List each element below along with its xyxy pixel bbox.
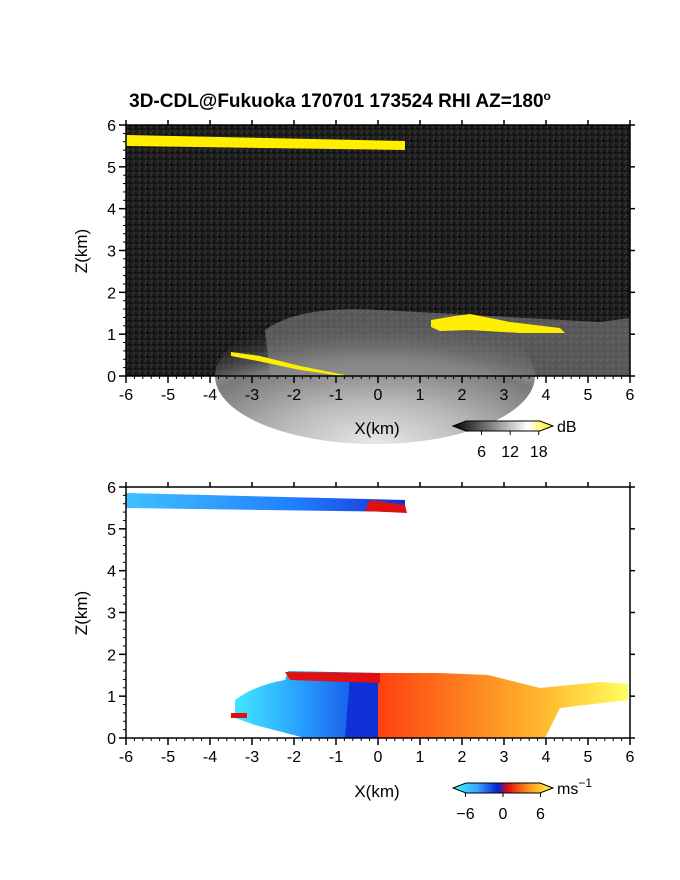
y-axis-label: Z(km): [72, 229, 91, 273]
x-tick-label: 6: [626, 749, 635, 766]
x-tick-label: -4: [203, 749, 217, 766]
colorbar-tick-label: −6: [456, 806, 474, 823]
surface-echo-streak: [231, 352, 345, 376]
x-tick-label: 0: [374, 387, 383, 404]
colorbar-unit-2: ms−1: [557, 776, 592, 798]
x-tick-label: 2: [458, 749, 467, 766]
colorbar-bar: [451, 420, 555, 432]
colorbar-tick-label: 6: [477, 444, 486, 461]
x-tick-label: -5: [161, 387, 175, 404]
y-tick-label: 0: [107, 369, 116, 386]
positive-velocity-region: [378, 673, 628, 738]
x-tick-label: 5: [584, 387, 593, 404]
x-tick-label: -6: [119, 387, 133, 404]
x-tick-label: -6: [119, 749, 133, 766]
y-tick-label: 1: [107, 689, 116, 706]
x-tick-label: -2: [287, 387, 301, 404]
x-axis-label: X(km): [354, 419, 399, 438]
x-tick-label: -2: [287, 749, 301, 766]
x-tick-label: -3: [245, 387, 259, 404]
y-tick-label: 5: [107, 160, 116, 177]
y-tick-label: 2: [107, 285, 116, 302]
y-tick-label: 6: [107, 480, 116, 497]
x-tick-label: -5: [161, 749, 175, 766]
x-tick-label: -1: [329, 749, 343, 766]
y-axis-label-2: Z(km): [72, 591, 91, 635]
x-tick-label: -1: [329, 387, 343, 404]
x-tick-label: -3: [245, 749, 259, 766]
y-tick-label: 5: [107, 522, 116, 539]
negative-velocity-region: [235, 671, 378, 738]
near-zero-negative: [345, 673, 378, 738]
shear-patch: [231, 713, 247, 718]
x-tick-label: 0: [374, 749, 383, 766]
reflectivity-colorbar: 6 12 18 dB: [451, 419, 577, 461]
chart-title: 3D-CDL@Fukuoka 170701 173524 RHI AZ=180o: [129, 89, 551, 112]
y-tick-label: 4: [107, 564, 116, 581]
colorbar-tick-label: 18: [530, 444, 548, 461]
x-tick-label: 1: [416, 387, 425, 404]
velocity-colorbar: −6 0 6 ms−1: [451, 776, 592, 823]
x-tick-label: 5: [584, 749, 593, 766]
x-tick-label: 3: [500, 749, 509, 766]
y-tick-label: 4: [107, 202, 116, 219]
x-tick-label: 3: [500, 387, 509, 404]
upper-layer-positive: [365, 500, 407, 513]
x-tick-label: 2: [458, 387, 467, 404]
colorbar-unit: dB: [557, 419, 577, 436]
y-tick-label: 2: [107, 647, 116, 664]
y-tick-label: 1: [107, 327, 116, 344]
y-tick-label: 6: [107, 118, 116, 135]
y-tick-label: 3: [107, 244, 116, 261]
colorbar-tick-label: 12: [501, 444, 519, 461]
x-tick-label: -4: [203, 387, 217, 404]
upper-layer-velocity: [126, 493, 405, 512]
x-tick-label: 1: [416, 749, 425, 766]
upper-cloud-layer: [126, 135, 405, 150]
colorbar-tick-label: 0: [499, 806, 508, 823]
colorbar-bar-2: [451, 782, 555, 794]
colorbar-tick-label: 6: [536, 806, 545, 823]
x-tick-label: 4: [542, 749, 551, 766]
y-tick-label: 3: [107, 606, 116, 623]
x-axis-label-2: X(km): [354, 782, 399, 801]
top-edge-positive: [285, 672, 380, 683]
x-tick-label: 6: [626, 387, 635, 404]
cloud-base-band: [431, 314, 565, 333]
y-tick-label: 0: [107, 731, 116, 748]
x-tick-label: 4: [542, 387, 551, 404]
velocity-panel: -6 -5 -4 -3 -2 -1 0 1 2 3 4 5 6 0 1 2 3 4 5 6 X(km) Z(km) −…: [72, 480, 635, 823]
